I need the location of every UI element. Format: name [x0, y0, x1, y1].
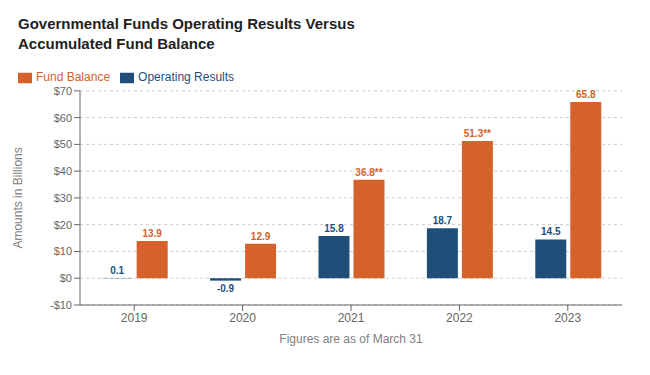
svg-text:36.8**: 36.8** — [355, 167, 382, 178]
svg-text:2023: 2023 — [554, 311, 581, 325]
svg-text:Figures are as of March 31: Figures are as of March 31 — [279, 332, 423, 346]
svg-text:2021: 2021 — [338, 311, 365, 325]
svg-text:0.1: 0.1 — [110, 265, 124, 276]
svg-text:2022: 2022 — [446, 311, 473, 325]
svg-text:$20: $20 — [54, 219, 72, 231]
svg-text:13.9: 13.9 — [142, 228, 162, 239]
svg-text:14.5: 14.5 — [541, 226, 561, 237]
svg-text:2020: 2020 — [229, 311, 256, 325]
svg-text:15.8: 15.8 — [324, 223, 344, 234]
svg-text:65.8: 65.8 — [576, 89, 596, 100]
html-text:Operating Results: Operating Results — [138, 70, 235, 84]
svg-text:18.7: 18.7 — [433, 215, 453, 226]
svg-text:$30: $30 — [54, 192, 72, 204]
svg-text:$0: $0 — [60, 272, 72, 284]
svg-text:$40: $40 — [54, 165, 72, 177]
svg-text:$60: $60 — [54, 112, 72, 124]
html-text:Governmental Funds Operating R: Governmental Funds Operating Results Ver… — [18, 15, 355, 32]
svg-text:$70: $70 — [54, 85, 72, 97]
html-text:Accumulated Fund Balance: Accumulated Fund Balance — [18, 35, 215, 52]
svg-text:12.9: 12.9 — [251, 231, 271, 242]
html-text:Fund Balance: Fund Balance — [36, 70, 111, 84]
svg-text:$10: $10 — [54, 245, 72, 257]
svg-text:Amounts in Billions: Amounts in Billions — [11, 147, 25, 248]
svg-text:2019: 2019 — [121, 311, 148, 325]
svg-text:51.3**: 51.3** — [464, 128, 491, 139]
svg-text:-$10: -$10 — [50, 299, 72, 311]
svg-text:-0.9: -0.9 — [217, 283, 235, 294]
svg-text:$50: $50 — [54, 138, 72, 150]
